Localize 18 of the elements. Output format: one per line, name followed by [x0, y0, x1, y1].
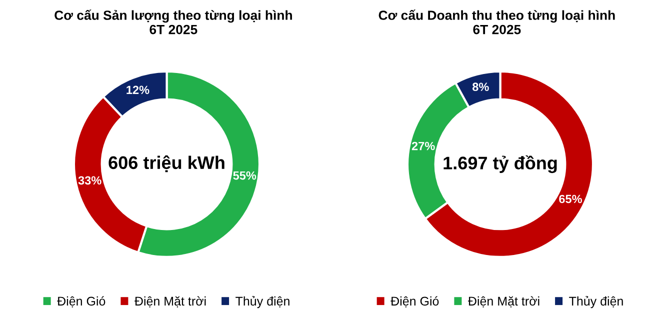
chart-title: Cơ cấu Doanh thu theo từng loại hình	[378, 10, 615, 23]
legend-label: Điện Mặt trời	[468, 296, 540, 308]
legend-label: Điện Gió	[57, 296, 106, 308]
chart-subtitle: 6T 2025	[473, 24, 521, 34]
legend-label: Thủy điện	[236, 296, 290, 308]
text: 606 triệu kWh	[108, 155, 224, 172]
text: 1.697 tỷ đồng	[444, 155, 557, 174]
legend-label: Điện Gió	[390, 296, 439, 308]
chart-subtitle: 6T 2025	[150, 24, 198, 34]
legend-label: Thủy điện	[569, 296, 623, 308]
data-label: 12%	[126, 86, 150, 94]
data-label: 27%	[412, 142, 435, 150]
data-label: 65%	[559, 194, 582, 204]
legend-label: Điện Mặt trời	[134, 296, 206, 308]
data-label: 8%	[472, 82, 489, 92]
chart-title: Cơ cấu Sản lượng theo từng loại hình	[54, 10, 292, 23]
data-label: 33%	[78, 176, 102, 185]
data-label: 55%	[233, 171, 256, 180]
